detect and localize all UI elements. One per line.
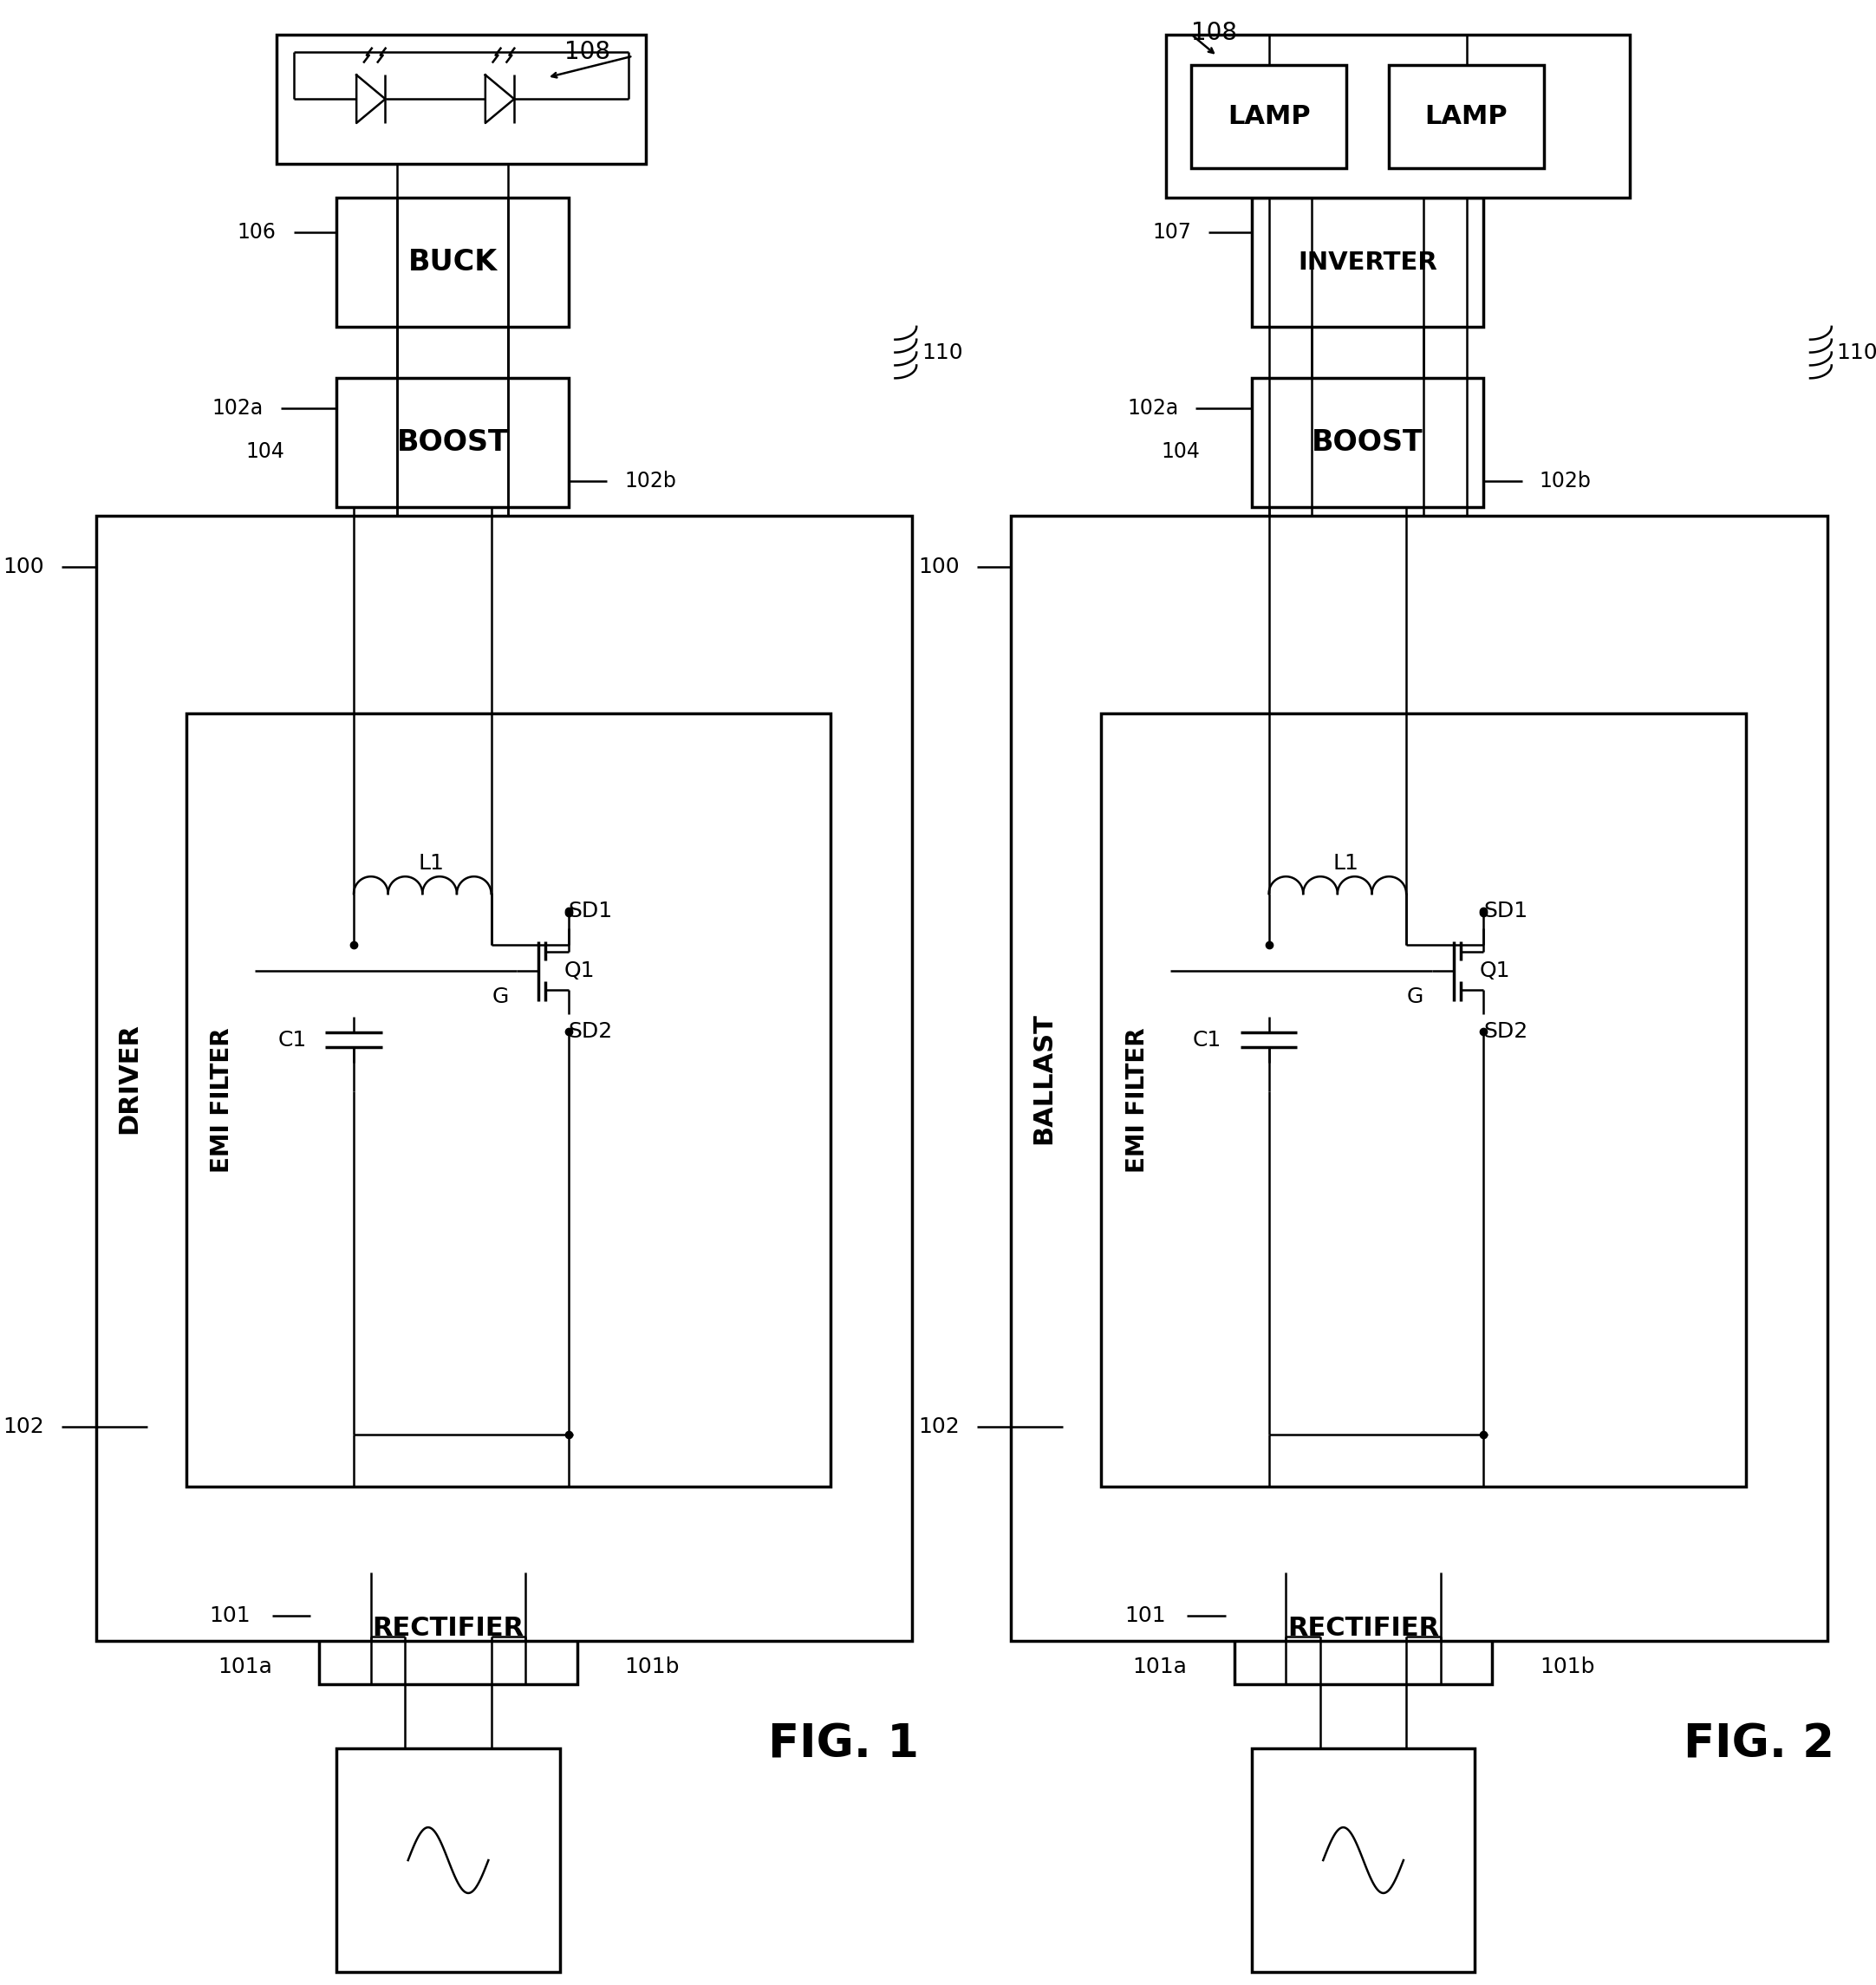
Bar — [319, 1572, 578, 1683]
Text: 102a: 102a — [1127, 397, 1178, 419]
Text: 100: 100 — [917, 558, 959, 578]
Text: C1: C1 — [1193, 1030, 1221, 1050]
Bar — [1388, 66, 1544, 167]
Text: 101b: 101b — [1540, 1657, 1595, 1677]
Text: 102b: 102b — [1540, 470, 1591, 492]
Text: 110: 110 — [921, 341, 962, 363]
Text: 102a: 102a — [212, 397, 263, 419]
Text: G: G — [492, 987, 508, 1006]
Bar — [1165, 34, 1630, 199]
Text: 104: 104 — [1161, 441, 1201, 463]
Text: BOOST: BOOST — [396, 429, 508, 457]
Text: INVERTER: INVERTER — [1298, 250, 1437, 274]
Text: 107: 107 — [1152, 222, 1191, 242]
Text: C1: C1 — [278, 1030, 306, 1050]
Text: RECTIFIER: RECTIFIER — [371, 1616, 523, 1642]
Text: EMI FILTER: EMI FILTER — [210, 1028, 234, 1173]
Text: SD1: SD1 — [1484, 901, 1527, 921]
Text: 101a: 101a — [1133, 1657, 1188, 1677]
Text: SD1: SD1 — [568, 901, 613, 921]
Text: 101b: 101b — [625, 1657, 679, 1677]
Text: 110: 110 — [1837, 341, 1876, 363]
Text: BALLAST: BALLAST — [1032, 1012, 1056, 1143]
Bar — [1234, 1572, 1491, 1683]
Text: L1: L1 — [1334, 854, 1358, 873]
Text: 104: 104 — [246, 441, 285, 463]
Text: Q1: Q1 — [1480, 961, 1510, 981]
Bar — [336, 198, 568, 328]
Bar — [336, 379, 568, 506]
Text: BOOST: BOOST — [1311, 429, 1424, 457]
Text: SD2: SD2 — [1484, 1020, 1529, 1042]
Bar — [276, 34, 645, 163]
Bar — [186, 713, 831, 1487]
Text: 108: 108 — [1191, 20, 1238, 46]
Text: 108: 108 — [565, 40, 610, 64]
Text: 100: 100 — [4, 558, 45, 578]
Text: SD2: SD2 — [568, 1020, 613, 1042]
Text: EMI FILTER: EMI FILTER — [1126, 1028, 1150, 1173]
Text: LAMP: LAMP — [1227, 103, 1309, 129]
Text: RECTIFIER: RECTIFIER — [1287, 1616, 1439, 1642]
Text: 101: 101 — [1124, 1606, 1165, 1626]
Text: BUCK: BUCK — [407, 248, 497, 276]
Text: 101: 101 — [210, 1606, 251, 1626]
Bar — [1251, 1749, 1475, 1971]
Bar — [1251, 198, 1484, 328]
Text: DRIVER: DRIVER — [116, 1022, 141, 1133]
Text: 102b: 102b — [625, 470, 675, 492]
Text: 102: 102 — [917, 1415, 959, 1437]
Text: G: G — [1407, 987, 1424, 1006]
Text: LAMP: LAMP — [1426, 103, 1508, 129]
Text: 106: 106 — [238, 222, 276, 242]
Bar — [1011, 516, 1827, 1642]
Text: 102: 102 — [4, 1415, 45, 1437]
Text: L1: L1 — [418, 854, 445, 873]
Bar — [1101, 713, 1747, 1487]
Bar — [336, 1749, 559, 1971]
Text: FIG. 1: FIG. 1 — [767, 1721, 919, 1767]
Text: FIG. 2: FIG. 2 — [1683, 1721, 1835, 1767]
Text: Q1: Q1 — [565, 961, 595, 981]
Bar — [1251, 379, 1484, 506]
Bar — [1191, 66, 1347, 167]
Text: 101a: 101a — [218, 1657, 272, 1677]
Bar — [96, 516, 912, 1642]
